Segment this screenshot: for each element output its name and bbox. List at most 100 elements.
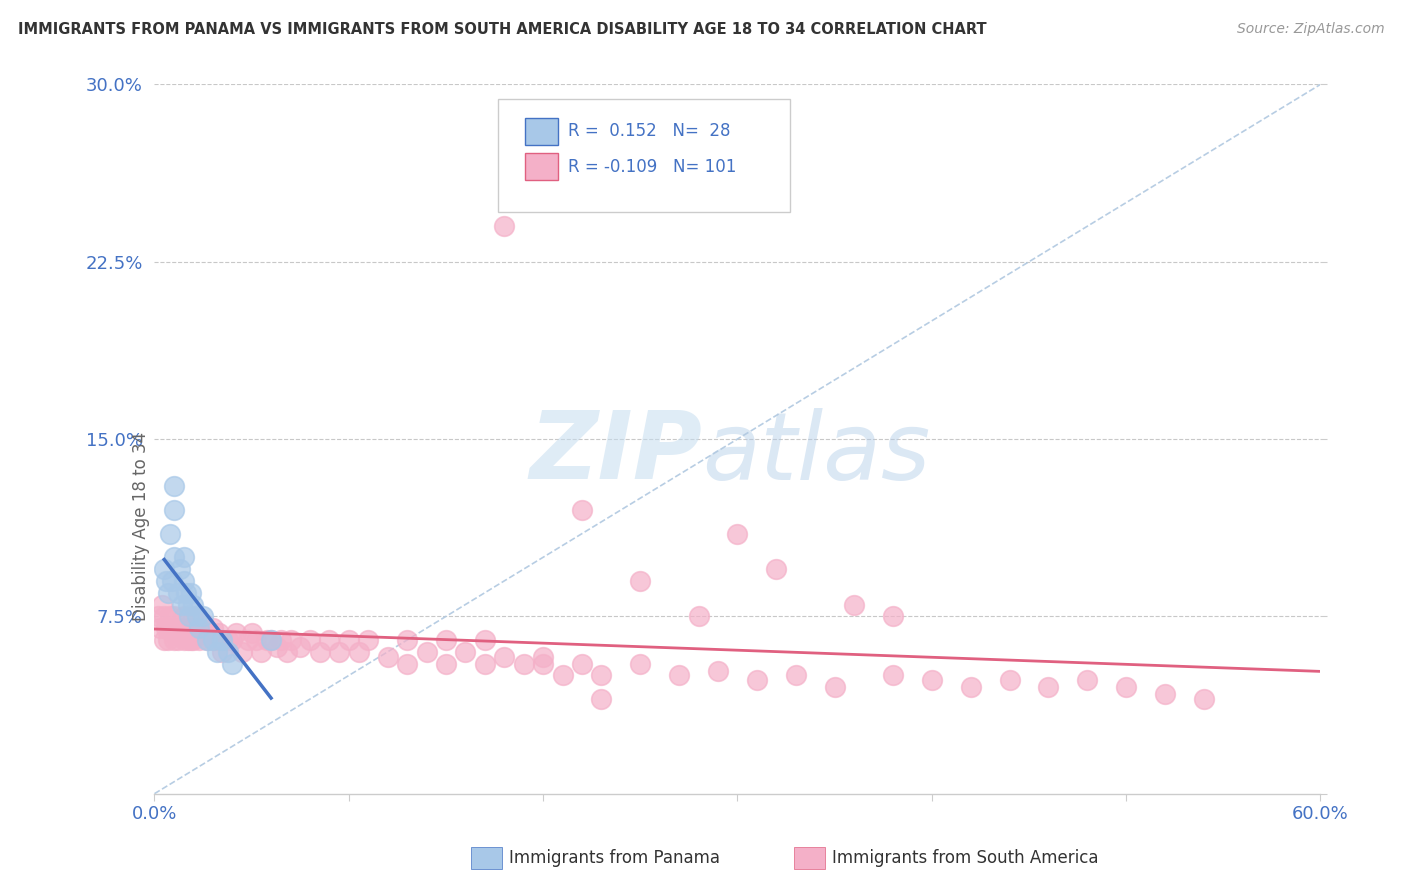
Point: [201, 621, 224, 635]
Point: [245, 632, 267, 647]
Point: [571, 657, 593, 671]
Point: [163, 621, 186, 635]
Point: [959, 681, 981, 695]
Point: [474, 657, 496, 671]
Point: [688, 609, 710, 624]
Point: [396, 632, 419, 647]
Point: [434, 657, 457, 671]
Point: [745, 673, 768, 688]
Point: [668, 668, 690, 682]
Text: atlas: atlas: [703, 408, 931, 499]
Point: [474, 632, 496, 647]
Point: [347, 645, 370, 659]
Point: [159, 526, 181, 541]
Point: [221, 657, 243, 671]
Point: [148, 609, 170, 624]
Point: [494, 649, 516, 664]
Point: [150, 598, 173, 612]
Point: [998, 673, 1021, 688]
Point: [882, 668, 904, 682]
Point: [183, 632, 205, 647]
Point: [842, 598, 865, 612]
Point: [183, 598, 205, 612]
Point: [163, 550, 186, 565]
Point: [166, 632, 188, 647]
Point: [337, 632, 360, 647]
Point: [512, 657, 534, 671]
Point: [195, 632, 218, 647]
Text: R = -0.109   N= 101: R = -0.109 N= 101: [568, 158, 737, 176]
Point: [207, 626, 229, 640]
Point: [328, 645, 350, 659]
Point: [377, 649, 399, 664]
Point: [882, 609, 904, 624]
Point: [155, 574, 177, 588]
Point: [628, 574, 651, 588]
Point: [157, 632, 180, 647]
Point: [166, 585, 188, 599]
Point: [179, 626, 201, 640]
Point: [170, 598, 193, 612]
Point: [357, 632, 380, 647]
Point: [434, 632, 457, 647]
Point: [298, 632, 321, 647]
Point: [173, 609, 195, 624]
Point: [183, 609, 205, 624]
Point: [174, 585, 197, 599]
Point: [188, 621, 211, 635]
Text: Immigrants from South America: Immigrants from South America: [832, 849, 1099, 867]
Point: [153, 609, 176, 624]
Point: [153, 632, 176, 647]
Point: [155, 621, 177, 635]
Point: [180, 585, 202, 599]
Point: [225, 626, 247, 640]
Point: [173, 632, 195, 647]
Point: [260, 632, 283, 647]
Point: [191, 609, 214, 624]
Point: [785, 668, 807, 682]
Point: [318, 632, 340, 647]
Point: [1154, 687, 1177, 701]
Point: [266, 640, 288, 654]
Point: [290, 640, 312, 654]
Point: [173, 574, 195, 588]
Point: [531, 657, 554, 671]
Point: [551, 668, 574, 682]
Point: [170, 626, 193, 640]
Text: IMMIGRANTS FROM PANAMA VS IMMIGRANTS FROM SOUTH AMERICA DISABILITY AGE 18 TO 34 : IMMIGRANTS FROM PANAMA VS IMMIGRANTS FRO…: [18, 22, 987, 37]
Point: [163, 503, 186, 517]
Point: [1076, 673, 1098, 688]
Point: [250, 645, 273, 659]
Point: [240, 626, 263, 640]
Point: [256, 632, 278, 647]
Point: [186, 626, 208, 640]
Point: [824, 681, 846, 695]
Point: [195, 632, 218, 647]
Point: [163, 632, 186, 647]
Point: [396, 657, 419, 671]
Point: [1115, 681, 1137, 695]
FancyBboxPatch shape: [526, 118, 558, 145]
Point: [765, 562, 787, 576]
Point: [169, 621, 191, 635]
Point: [217, 645, 239, 659]
Point: [163, 479, 186, 493]
Point: [494, 219, 516, 234]
Point: [231, 645, 253, 659]
Point: [211, 632, 233, 647]
Point: [236, 632, 259, 647]
Point: [280, 632, 302, 647]
Point: [707, 664, 730, 678]
Point: [921, 673, 943, 688]
Point: [176, 598, 198, 612]
Point: [165, 626, 187, 640]
Point: [179, 609, 201, 624]
Point: [211, 632, 233, 647]
Point: [201, 632, 224, 647]
Text: Source: ZipAtlas.com: Source: ZipAtlas.com: [1237, 22, 1385, 37]
Point: [205, 632, 228, 647]
Point: [454, 645, 477, 659]
Point: [149, 621, 172, 635]
Point: [260, 632, 283, 647]
Point: [221, 632, 243, 647]
